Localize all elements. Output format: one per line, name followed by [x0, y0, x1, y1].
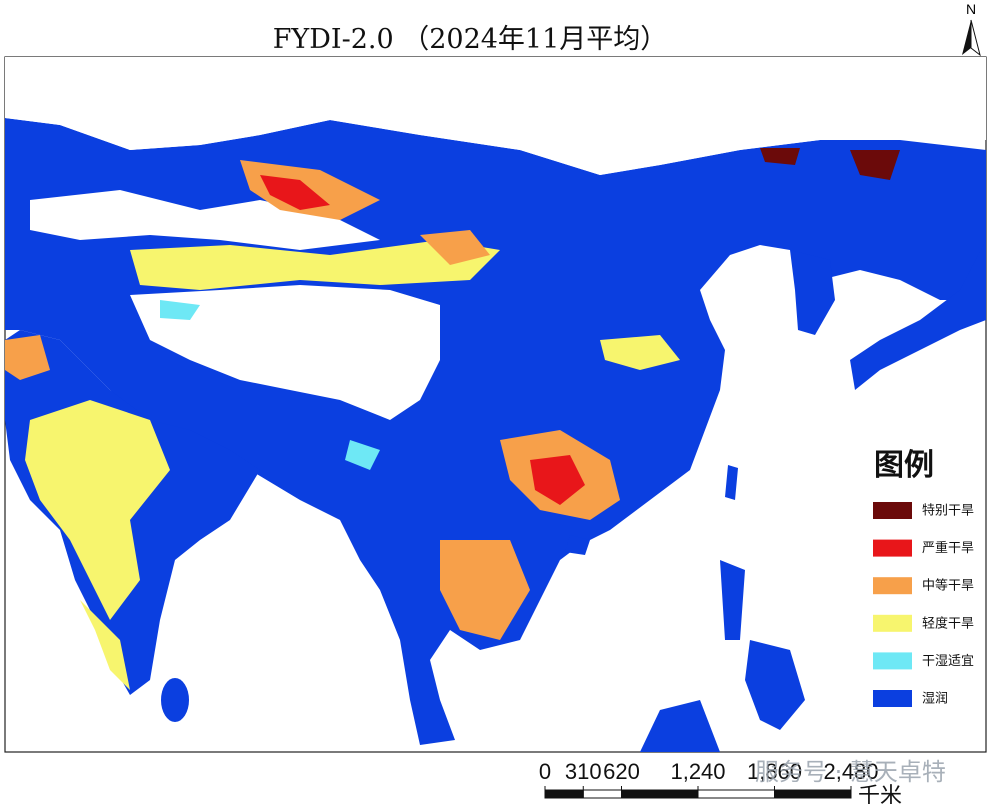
- scale-label: 1,860: [747, 759, 802, 784]
- land-korea: [790, 250, 835, 335]
- land-borneo: [640, 700, 720, 752]
- patch-extreme-northeast: [760, 148, 900, 180]
- map-title: FYDI-2.0 （2024年11月平均）: [273, 24, 668, 55]
- legend-swatch: [873, 539, 912, 557]
- legend-label: 干湿适宜: [922, 654, 974, 669]
- land-hainan: [565, 535, 590, 555]
- north-arrow-left: [962, 20, 971, 55]
- legend-swatch: [873, 577, 912, 595]
- legend-label: 特别干旱: [922, 504, 974, 519]
- legend-swatch: [873, 690, 912, 707]
- north-label: N: [966, 1, 976, 17]
- patch-moderate-gansu: [420, 230, 490, 265]
- patch-mild-east-china: [600, 335, 680, 370]
- no-data-north: [5, 57, 986, 175]
- map-frame: [4, 56, 987, 753]
- patch-mild-south-india: [80, 600, 130, 690]
- legend-label: 严重干旱: [922, 540, 974, 556]
- land-japan: [850, 240, 986, 390]
- legend-title: 图例: [874, 448, 934, 483]
- scale-label: 2,480: [823, 759, 878, 784]
- land-philippines: [720, 560, 805, 730]
- scale-segment: [544, 789, 584, 799]
- scale-unit: 千米: [858, 783, 902, 804]
- patch-moderate-west: [5, 335, 50, 380]
- legend-label: 湿润: [922, 692, 948, 707]
- north-arrow-right: [970, 19, 981, 57]
- scale-label: 310: [565, 759, 602, 784]
- legend-label: 轻度干旱: [922, 615, 974, 631]
- scale-label: 0: [539, 759, 551, 784]
- patch-mild-india: [25, 400, 170, 620]
- patch-suitable: [160, 300, 380, 470]
- scale-segment: [582, 789, 622, 799]
- scale-segment: [621, 789, 699, 799]
- watermark: 服务号 · 慧天卓特: [755, 758, 946, 786]
- map-body: [5, 57, 986, 752]
- legend-swatch: [873, 652, 912, 670]
- legend-swatch: [873, 502, 912, 519]
- legend-label: 中等干旱: [922, 578, 974, 594]
- no-data-tibet: [130, 285, 440, 420]
- patch-mild-xinjiang: [130, 240, 500, 290]
- patch-severe-mongolia: [260, 175, 330, 210]
- legend-swatch: [873, 614, 912, 632]
- scale-label: 620: [603, 759, 640, 784]
- patch-moderate-indochina: [440, 540, 530, 640]
- land-sri-lanka: [161, 678, 189, 722]
- land-taiwan: [725, 465, 738, 500]
- scale-segment: [774, 789, 852, 799]
- scale-segment: [697, 789, 775, 799]
- no-data-central-asia: [30, 190, 380, 250]
- patch-severe-south-china: [530, 455, 585, 505]
- scale-label: 1,240: [670, 759, 725, 784]
- north-arrow: N: [962, 1, 981, 57]
